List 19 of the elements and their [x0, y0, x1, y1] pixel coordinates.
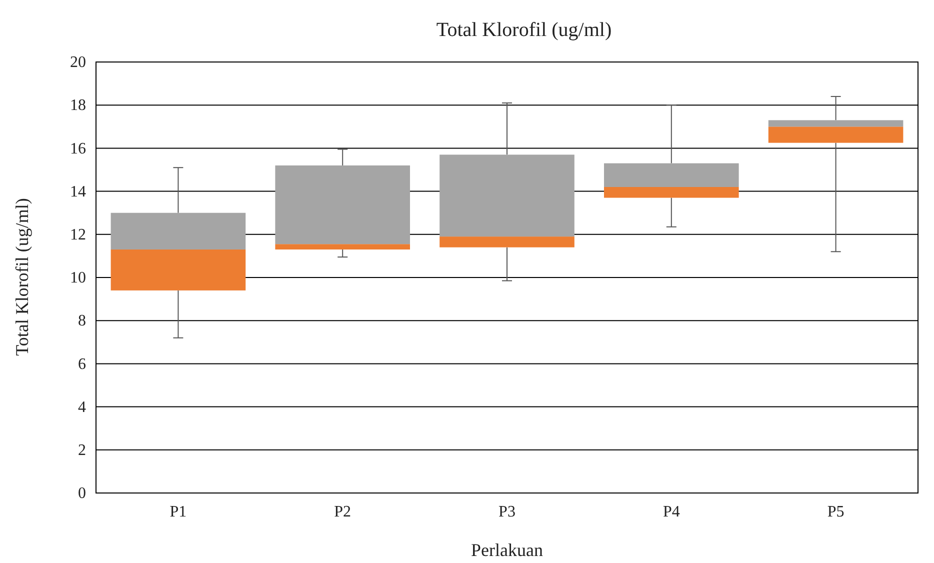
x-tick-label: P4 — [662, 503, 680, 520]
y-tick-label: 8 — [78, 312, 86, 330]
chart-title: Total Klorofil (ug/ml) — [436, 19, 612, 41]
y-tick-label: 12 — [70, 226, 86, 244]
y-tick-label: 14 — [70, 183, 86, 200]
y-tick-label: 6 — [78, 356, 86, 373]
y-tick-label: 0 — [78, 485, 86, 502]
x-axis-title: Perlakuan — [471, 540, 543, 560]
y-tick-label: 4 — [78, 398, 86, 416]
y-tick-label: 16 — [70, 140, 86, 158]
y-tick-label: 10 — [70, 270, 86, 287]
y-tick-label: 2 — [78, 442, 86, 460]
x-tick-label: P3 — [498, 503, 516, 520]
y-tick-label: 18 — [70, 97, 86, 114]
x-tick-label: P5 — [827, 503, 844, 520]
y-axis-title: Total Klorofil (ug/ml) — [12, 198, 32, 356]
y-tick-label: 20 — [70, 54, 86, 72]
x-tick-label: P2 — [334, 503, 352, 520]
x-tick-label: P1 — [170, 503, 187, 520]
